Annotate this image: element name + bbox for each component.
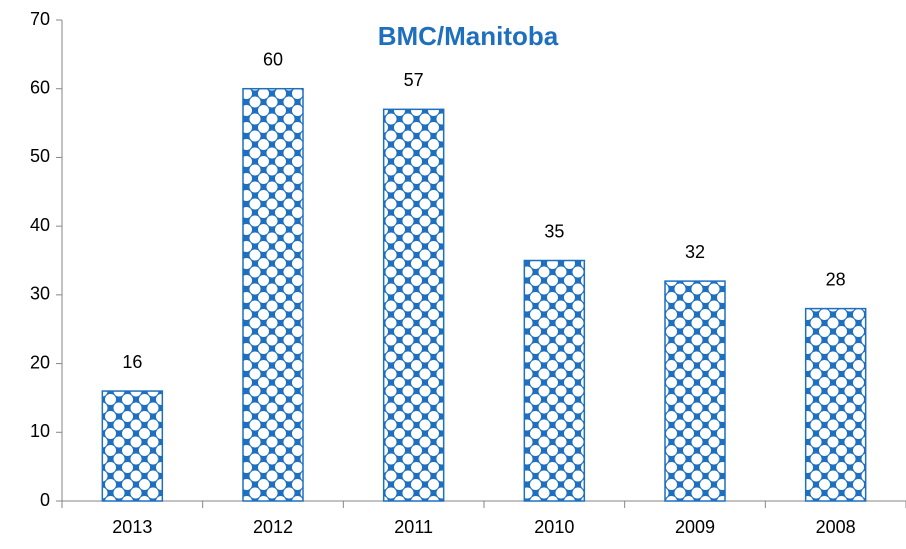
y-tick-label: 0: [40, 490, 50, 510]
bar: [523, 259, 586, 502]
y-tick-label: 60: [30, 77, 50, 97]
bar: [804, 307, 867, 502]
x-tick-label: 2010: [534, 517, 574, 537]
chart-title: BMC/Manitoba: [378, 21, 559, 51]
data-label: 60: [263, 49, 283, 69]
x-tick-label: 2008: [816, 517, 856, 537]
x-tick-label: 2013: [112, 517, 152, 537]
x-tick-label: 2009: [675, 517, 715, 537]
y-tick-label: 20: [30, 352, 50, 372]
y-tick-label: 30: [30, 284, 50, 304]
y-tick-label: 40: [30, 215, 50, 235]
data-label: 35: [544, 221, 564, 241]
bar: [382, 108, 445, 502]
data-label: 28: [826, 269, 846, 289]
y-tick-label: 50: [30, 146, 50, 166]
data-label: 32: [685, 242, 705, 262]
bar: [101, 390, 164, 502]
x-tick-label: 2011: [394, 517, 433, 537]
y-tick-label: 10: [30, 421, 50, 441]
y-tick-label: 70: [30, 9, 50, 29]
data-label: 57: [404, 70, 424, 90]
x-tick-label: 2012: [253, 517, 293, 537]
bar: [242, 87, 304, 502]
bar: [664, 280, 726, 502]
data-label: 16: [122, 352, 142, 372]
